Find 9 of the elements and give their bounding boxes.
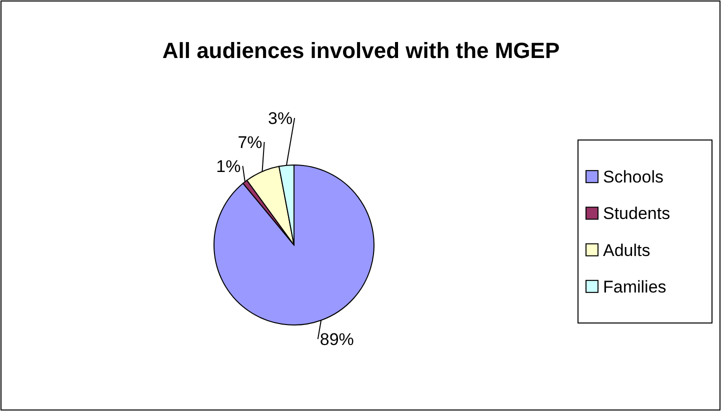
chart-title: All audiences involved with the MGEP — [162, 38, 560, 63]
legend-label: Students — [603, 204, 670, 224]
data-label: 89% — [320, 330, 354, 350]
data-label: 7% — [238, 132, 262, 152]
legend-label: Schools — [603, 168, 664, 187]
legend-label: Families — [603, 277, 666, 296]
data-label: 3% — [268, 108, 293, 128]
data-label: 1% — [216, 156, 241, 176]
legend-label: Adults — [603, 240, 650, 260]
